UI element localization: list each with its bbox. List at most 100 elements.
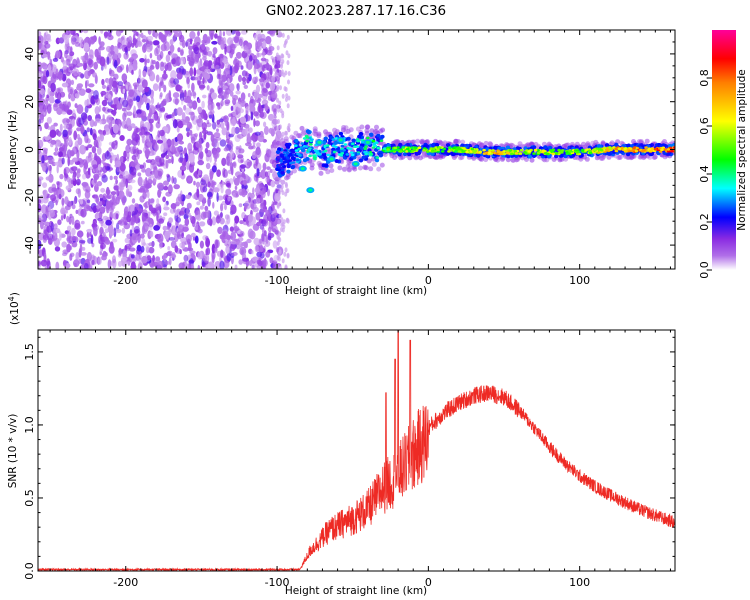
signal-halo	[437, 139, 443, 145]
signal-core	[623, 147, 627, 150]
noise-blob	[208, 114, 213, 119]
noise-blob	[204, 79, 207, 84]
signal-halo	[359, 124, 365, 130]
noise-blob	[266, 149, 272, 158]
noise-blob	[276, 125, 280, 131]
signal-core	[472, 150, 476, 154]
noise-blob	[226, 182, 231, 187]
signal-core	[285, 151, 290, 155]
noise-blob	[91, 146, 97, 154]
noise-blob	[133, 158, 138, 166]
colorbar-ticks: 0.00.20.40.60.8	[698, 69, 712, 279]
noise-blob	[108, 32, 112, 38]
noise-blob	[248, 213, 253, 223]
noise-blob	[112, 123, 119, 134]
noise-blob	[125, 144, 131, 154]
signal-halo	[483, 157, 489, 163]
noise-blob	[109, 68, 112, 75]
noise-blob	[272, 56, 276, 66]
signal-core	[351, 142, 355, 146]
noise-blob	[157, 188, 162, 198]
signal-core	[447, 150, 451, 153]
signal-core	[284, 154, 288, 157]
noise-blob	[276, 130, 280, 136]
noise-blob	[77, 62, 84, 67]
noise-blob	[201, 43, 206, 50]
signal-halo	[525, 142, 531, 148]
noise-blob	[207, 197, 211, 207]
noise-blob	[130, 123, 136, 129]
noise-blob	[113, 59, 118, 69]
signal-core	[452, 146, 456, 150]
noise-blob	[128, 101, 133, 109]
signal-halo	[313, 145, 319, 151]
noise-blob	[254, 120, 260, 127]
noise-blob	[64, 30, 71, 36]
noise-blob	[282, 208, 286, 214]
noise-blob	[165, 114, 172, 119]
noise-blob	[108, 245, 115, 254]
signal-core	[308, 154, 312, 158]
noise-blob	[110, 119, 117, 125]
noise-blob	[272, 208, 278, 218]
noise-blob	[168, 237, 175, 241]
signal-core	[300, 142, 305, 145]
noise-blob	[42, 189, 48, 198]
noise-blob	[186, 76, 190, 85]
noise-blob	[97, 140, 102, 148]
signal-core	[422, 149, 426, 152]
noise-blob	[41, 213, 48, 223]
noise-blob	[281, 93, 285, 99]
noise-blob	[48, 159, 54, 165]
signal-halo	[341, 125, 347, 130]
noise-blob	[48, 95, 55, 104]
signal-core	[465, 150, 469, 154]
signal-core	[541, 149, 546, 152]
noise-blob	[133, 235, 140, 241]
noise-blob	[234, 264, 238, 269]
signal-band	[305, 156, 310, 161]
noise-blob	[219, 121, 225, 129]
noise-blob	[118, 174, 124, 179]
noise-blob	[212, 53, 216, 58]
signal-core	[299, 146, 304, 149]
noise-blob	[181, 39, 186, 49]
noise-blob	[50, 142, 54, 148]
noise-blob	[195, 119, 202, 124]
noise-blob	[102, 106, 106, 112]
noise-blob	[236, 60, 242, 68]
noise-blob	[101, 78, 105, 86]
noise-blob	[167, 158, 172, 164]
noise-blob	[159, 92, 163, 98]
noise-blob	[186, 102, 193, 107]
noise-blob	[235, 30, 240, 35]
noise-blob	[203, 110, 207, 121]
noise-blob	[60, 214, 64, 221]
noise-blob	[225, 188, 232, 196]
noise-blob	[230, 240, 237, 245]
noise-blob	[41, 53, 48, 58]
noise-blob	[177, 120, 184, 129]
noise-blob	[280, 217, 284, 223]
noise-blob	[229, 43, 236, 52]
noise-blob	[41, 204, 47, 214]
noise-blob	[254, 62, 257, 70]
noise-blob	[86, 127, 91, 133]
noise-blob	[129, 229, 133, 237]
signal-core	[282, 151, 287, 154]
signal-halo	[318, 170, 324, 176]
noise-blob	[176, 107, 183, 116]
signal-core	[289, 154, 293, 157]
noise-blob	[232, 161, 237, 169]
noise-blob	[222, 31, 226, 37]
noise-blob	[99, 56, 106, 67]
signal-core	[442, 147, 447, 151]
noise-blob	[256, 142, 261, 148]
noise-blob	[265, 71, 270, 80]
noise-blob	[266, 49, 273, 56]
noise-blob	[265, 177, 270, 183]
noise-blob	[111, 238, 118, 243]
noise-blob	[95, 205, 101, 209]
noise-blob	[192, 194, 198, 200]
